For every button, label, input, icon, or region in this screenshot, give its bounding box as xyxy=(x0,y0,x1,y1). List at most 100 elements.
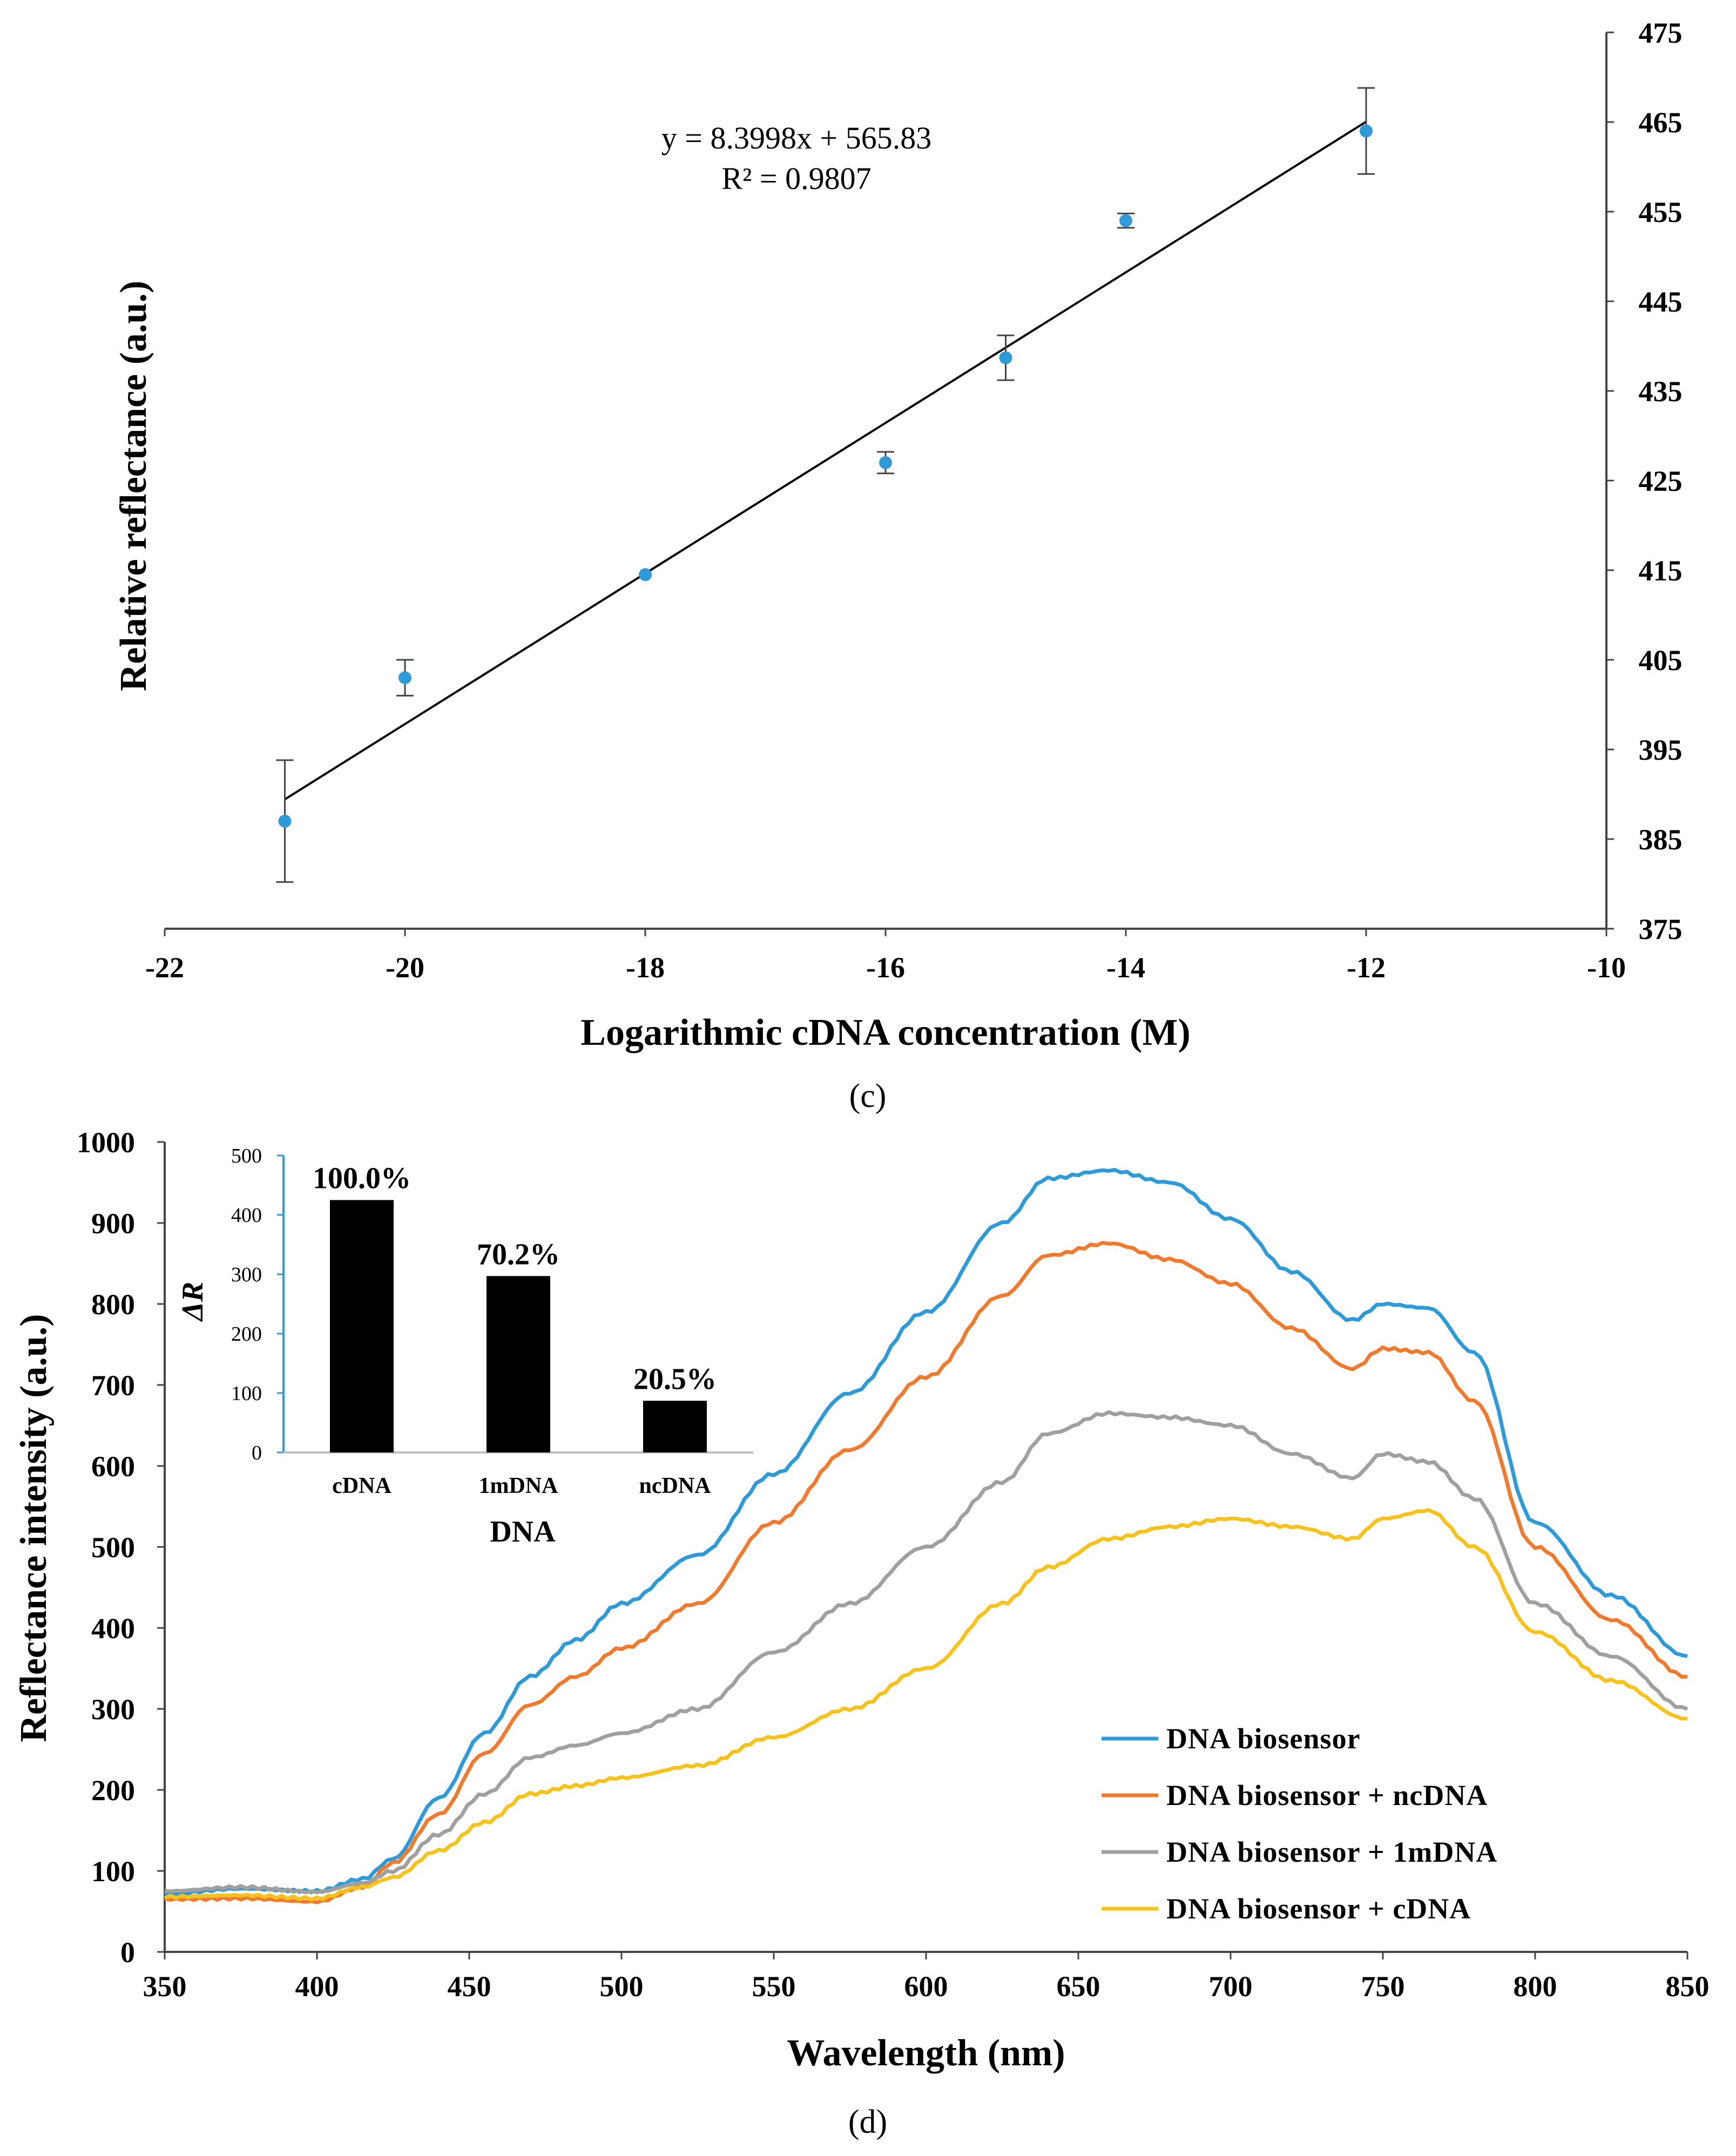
panel-c-label: (c) xyxy=(849,1078,887,1114)
panel-c-marker xyxy=(278,814,292,828)
inset-y-ticks: 0 100 200 300 400 500 xyxy=(231,1145,283,1464)
panel-c-x-tick-label: -14 xyxy=(1106,951,1145,984)
panel-d-y-tick-label: 900 xyxy=(91,1207,135,1240)
panel-c-x-tick-label: -20 xyxy=(386,951,424,984)
inset-bar-group-cdna: 100.0% cDNA xyxy=(313,1162,411,1499)
panel-c-marker xyxy=(1119,214,1132,227)
inset-y-tick-label: 200 xyxy=(231,1323,262,1346)
series-line-dna-biosensor-1mdna xyxy=(164,1410,1688,1895)
panel-c-axes: -22 -20 -18 -16 -14 -12 -10 375 385 395 405 415 425… xyxy=(145,17,1682,984)
panel-d-x-tick-label: 450 xyxy=(448,1970,491,2003)
panel-d-y-tick-label: 1000 xyxy=(77,1126,135,1159)
inset-y-tick-label: 500 xyxy=(231,1145,262,1167)
inset-bar-cdna xyxy=(330,1200,394,1452)
panel-c-x-tick-label: -18 xyxy=(626,951,665,984)
panel-c-y-tick-label: 415 xyxy=(1639,555,1683,587)
panel-c-y-tick-label: 375 xyxy=(1639,913,1683,945)
panel-c-y-tick-label: 465 xyxy=(1639,106,1683,139)
panel-d-x-tick-label: 400 xyxy=(295,1970,339,2003)
panel-d-x-tick-label: 350 xyxy=(143,1970,187,2003)
panel-c-chart: -22 -20 -18 -16 -14 -12 -10 375 385 395 405 415 425… xyxy=(113,17,1683,1114)
inset-y-tick-label: 300 xyxy=(231,1263,262,1286)
inset-bars: 100.0% cDNA 70.2% 1mDNA 20.5% ncDNA xyxy=(313,1162,717,1499)
panel-c-data-point xyxy=(396,659,414,697)
inset-bar-group-ncdna: 20.5% ncDNA xyxy=(633,1362,717,1498)
panel-d-x-tick-label: 800 xyxy=(1514,1970,1557,2003)
series-line-dna-biosensor-cdna xyxy=(164,1508,1688,1902)
panel-d-y-tick-label: 600 xyxy=(91,1450,135,1483)
panel-d-x-tick-label: 850 xyxy=(1666,1970,1710,2003)
panel-c-x-tick-label: -22 xyxy=(145,951,184,984)
panel-c-y-tick-label: 435 xyxy=(1639,375,1683,408)
panel-c-y-tick-label: 385 xyxy=(1639,823,1683,856)
panel-c-fit-line xyxy=(284,120,1367,801)
panel-d-y-tick-label: 800 xyxy=(91,1288,135,1321)
panel-d-y-tick-label: 400 xyxy=(91,1612,135,1645)
legend-label-ncdna: DNA biosensor + ncDNA xyxy=(1166,1779,1488,1812)
legend-label-cdna: DNA biosensor + cDNA xyxy=(1166,1893,1471,1925)
panel-c-data-point xyxy=(1117,212,1134,229)
panel-c-x-tick-label: -10 xyxy=(1587,951,1626,984)
legend-entry-1mdna: DNA biosensor + 1mDNA xyxy=(1102,1836,1497,1868)
panel-c-marker xyxy=(1360,124,1373,138)
panel-c-marker xyxy=(879,456,892,469)
panel-d-y-tick-label: 300 xyxy=(91,1693,135,1726)
panel-d-y-tick-label: 700 xyxy=(91,1369,135,1402)
panel-d-x-tick-label: 550 xyxy=(752,1970,796,2003)
panel-d-x-tick-label: 500 xyxy=(600,1970,644,2003)
inset-category-label: 1mDNA xyxy=(479,1474,559,1498)
inset-y-tick-label: 400 xyxy=(231,1204,262,1227)
inset-y-axis-title: ΔR xyxy=(176,1282,210,1322)
legend-entry-cdna: DNA biosensor + cDNA xyxy=(1102,1893,1471,1925)
legend-entry-ncdna: DNA biosensor + ncDNA xyxy=(1102,1779,1488,1812)
panel-d-x-tick-label: 700 xyxy=(1209,1970,1253,2003)
legend-label-dna-biosensor: DNA biosensor xyxy=(1166,1722,1361,1755)
panel-d-x-tick-label: 750 xyxy=(1361,1970,1405,2003)
panel-d-axes: 350 400 450 500 550 600 650 700 750 800 850 0 100 20… xyxy=(77,1126,1710,2003)
panel-c-x-tick-label: -16 xyxy=(866,951,905,984)
inset-bar-group-1mdna: 70.2% 1mDNA xyxy=(477,1238,560,1498)
panel-c-data-point xyxy=(276,759,294,883)
inset-y-tick-label: 0 xyxy=(252,1442,262,1464)
panel-c-data-point xyxy=(639,568,652,582)
panel-c-x-ticks: -22 -20 -18 -16 -14 -12 -10 xyxy=(145,929,1626,984)
panel-d-y-ticks: 0 100 200 300 400 500 600 700 800 900 1000 xyxy=(77,1126,165,1969)
panel-c-y-axis-title: Relative reflectance (a.u.) xyxy=(113,281,154,692)
panel-c-marker xyxy=(999,351,1012,364)
panel-c-y-tick-label: 475 xyxy=(1639,17,1683,49)
panel-d-legend: DNA biosensor DNA biosensor + ncDNA DNA … xyxy=(1102,1722,1497,1925)
panel-c-y-tick-label: 445 xyxy=(1639,286,1683,318)
inset-y-tick-label: 100 xyxy=(231,1382,262,1405)
panel-d-x-tick-label: 600 xyxy=(904,1970,948,2003)
panel-c-equation: y = 8.3998x + 565.83 xyxy=(661,120,931,156)
inset-bar-1mdna xyxy=(487,1276,550,1452)
panel-d-label: (d) xyxy=(848,2104,887,2140)
inset-bar-ncdna xyxy=(643,1401,707,1452)
panel-c-x-axis-title: Logarithmic cDNA concentration (M) xyxy=(580,1012,1190,1053)
inset-bar-value-label: 100.0% xyxy=(313,1162,411,1195)
panel-c-y-tick-label: 455 xyxy=(1639,196,1683,228)
legend-label-1mdna: DNA biosensor + 1mDNA xyxy=(1166,1836,1497,1868)
panel-d-x-axis-title: Wavelength (nm) xyxy=(787,2032,1065,2074)
panel-d-x-ticks: 350 400 450 500 550 600 650 700 750 800 850 xyxy=(143,1952,1710,2003)
inset-bar-value-label: 20.5% xyxy=(633,1362,717,1396)
panel-d-y-tick-label: 0 xyxy=(120,1936,135,1969)
panel-d-chart: 350 400 450 500 550 600 650 700 750 800 850 0 100 20… xyxy=(13,1126,1710,2140)
panel-c-data-point xyxy=(997,334,1015,381)
panel-d-y-tick-label: 200 xyxy=(91,1774,135,1807)
panel-c-y-ticks: 375 385 395 405 415 425 435 445 455 465 475 xyxy=(1606,17,1683,945)
panel-d-y-tick-label: 100 xyxy=(91,1855,135,1888)
panel-c-data-point xyxy=(1357,87,1375,175)
panel-c-y-tick-label: 395 xyxy=(1639,734,1683,766)
inset-category-label: ncDNA xyxy=(639,1474,712,1498)
panel-c-marker xyxy=(398,671,411,685)
panel-c-r-squared: R² = 0.9807 xyxy=(721,161,871,196)
panel-d-x-tick-label: 650 xyxy=(1057,1970,1100,2003)
panel-c-x-tick-label: -12 xyxy=(1347,951,1386,984)
inset-category-label: cDNA xyxy=(332,1474,391,1498)
panel-c-marker xyxy=(639,568,652,582)
panel-d-y-axis-title: Reflectance intensity (a.u.) xyxy=(13,1314,55,1742)
panel-c-points xyxy=(276,87,1375,883)
panel-c-data-point xyxy=(877,451,894,475)
